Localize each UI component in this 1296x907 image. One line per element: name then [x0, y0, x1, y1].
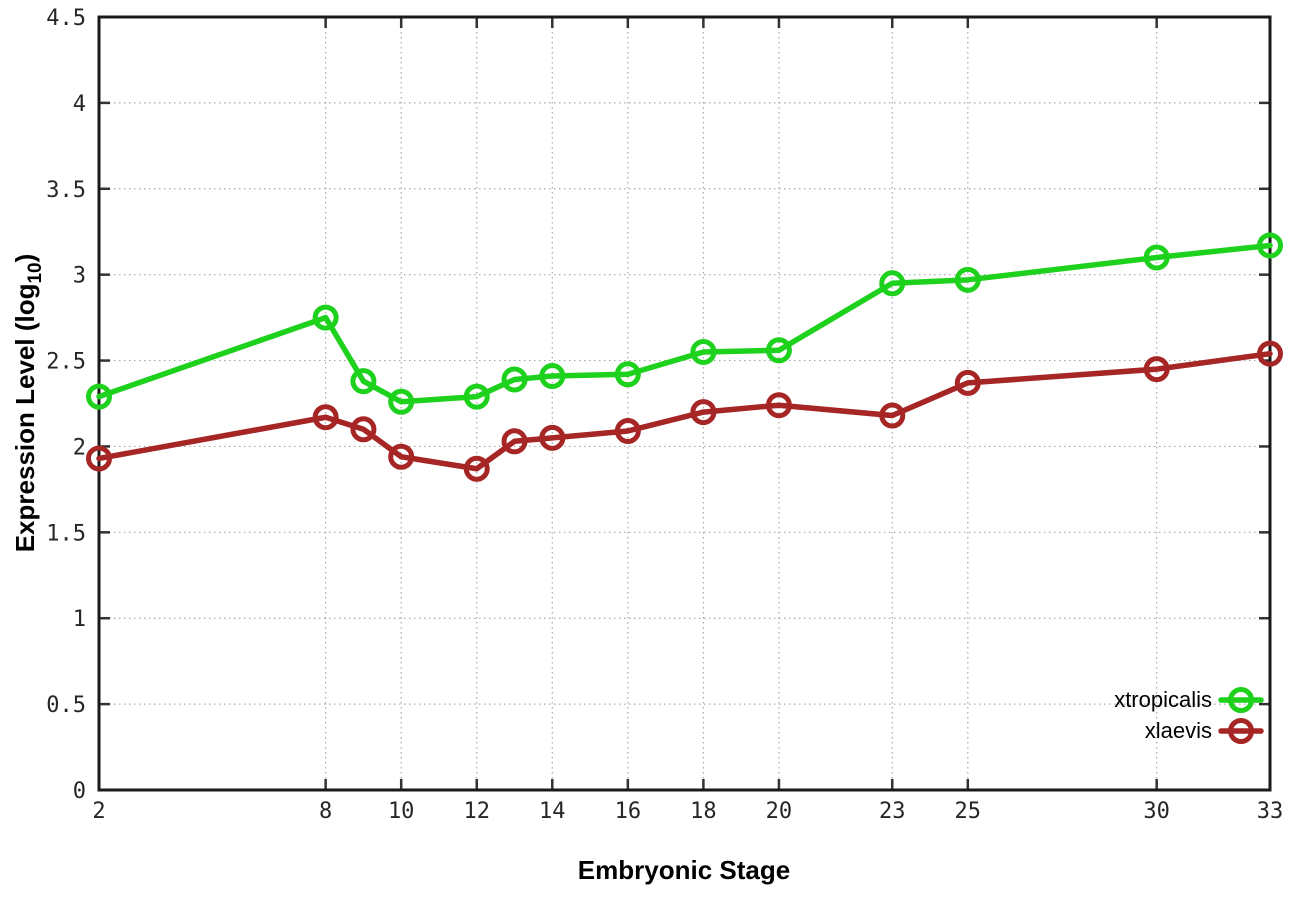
x-tick-label: 12 — [463, 799, 490, 824]
y-tick-label: 0 — [73, 779, 86, 804]
tick-layer — [97, 15, 1272, 792]
data-point-xlaevis — [879, 402, 906, 429]
data-point-xtropicalis — [954, 266, 981, 293]
series-layer — [86, 232, 1283, 482]
data-point-xlaevis — [350, 416, 377, 443]
y-tick-label: 2.5 — [46, 350, 86, 375]
data-point-xtropicalis — [350, 368, 377, 395]
data-point-xlaevis — [388, 443, 415, 470]
data-point-xtropicalis — [1143, 244, 1170, 271]
x-tick-label: 18 — [690, 799, 717, 824]
data-point-xtropicalis — [463, 383, 490, 410]
series-xlaevis — [86, 340, 1283, 482]
plot-border — [97, 15, 1272, 792]
data-point-xlaevis — [86, 445, 112, 472]
data-point-xtropicalis — [86, 383, 112, 410]
data-point-xlaevis — [501, 428, 528, 455]
series-xtropicalis — [86, 232, 1283, 415]
data-point-xlaevis — [539, 424, 566, 451]
y-tick-label: 0.5 — [46, 693, 86, 718]
data-point-xtropicalis — [539, 363, 566, 390]
data-point-xlaevis — [614, 417, 641, 444]
legend-label-xtropicalis: xtropicalis — [1114, 687, 1212, 712]
x-tick-label: 14 — [539, 799, 566, 824]
y-axis-title-subscript: 10 — [25, 262, 46, 283]
y-tick-label: 2 — [73, 435, 86, 460]
data-point-xlaevis — [1257, 340, 1283, 367]
data-point-xtropicalis — [765, 337, 792, 364]
data-point-xlaevis — [1143, 356, 1170, 383]
y-tick-label: 3.5 — [46, 178, 86, 203]
data-point-xlaevis — [690, 399, 717, 426]
x-tick-label: 25 — [955, 799, 982, 824]
x-tick-label: 8 — [319, 799, 332, 824]
legend: xtropicalis xlaevis — [1114, 687, 1264, 744]
data-point-xlaevis — [312, 404, 339, 431]
y-axis-title-close: ) — [10, 254, 40, 263]
legend-marker-circle-icon — [1228, 718, 1254, 744]
x-tick-label: 20 — [766, 799, 793, 824]
series-line-xlaevis — [96, 350, 1273, 472]
x-tick-label: 16 — [615, 799, 642, 824]
tick-label-layer: 2 8 10 12 14 16 18 20 23 25 30 33 0 0.5 1 1.5 2 2.5 3 3.5 4 4… — [46, 6, 1283, 824]
y-tick-label: 3 — [73, 264, 86, 289]
y-axis-title-main: Expression Level (log — [10, 284, 40, 553]
legend-label-xlaevis: xlaevis — [1145, 718, 1212, 743]
y-tick-label: 1 — [73, 607, 86, 632]
data-point-xtropicalis — [879, 270, 906, 297]
x-tick-label: 30 — [1143, 799, 1170, 824]
x-tick-label: 2 — [92, 799, 105, 824]
data-point-xtropicalis — [614, 361, 641, 388]
data-point-xtropicalis — [312, 304, 339, 331]
y-tick-label: 4 — [73, 92, 86, 117]
series-line-xtropicalis — [96, 242, 1273, 405]
legend-marker-circle-icon — [1228, 687, 1254, 713]
x-tick-label: 23 — [879, 799, 906, 824]
data-point-xlaevis — [463, 455, 490, 482]
data-point-xtropicalis — [1257, 232, 1283, 259]
grid-layer — [98, 17, 1271, 790]
data-point-xtropicalis — [501, 366, 528, 393]
data-point-xtropicalis — [690, 338, 717, 365]
y-axis-title: Expression Level (log10) — [10, 254, 46, 553]
x-tick-label: 10 — [388, 799, 415, 824]
data-point-xlaevis — [765, 392, 792, 419]
y-tick-label: 1.5 — [46, 521, 86, 546]
x-tick-label: 33 — [1257, 799, 1284, 824]
data-point-xtropicalis — [388, 388, 415, 415]
x-axis-title: Embryonic Stage — [578, 855, 790, 885]
y-tick-label: 4.5 — [46, 6, 86, 31]
data-point-xlaevis — [954, 369, 981, 396]
